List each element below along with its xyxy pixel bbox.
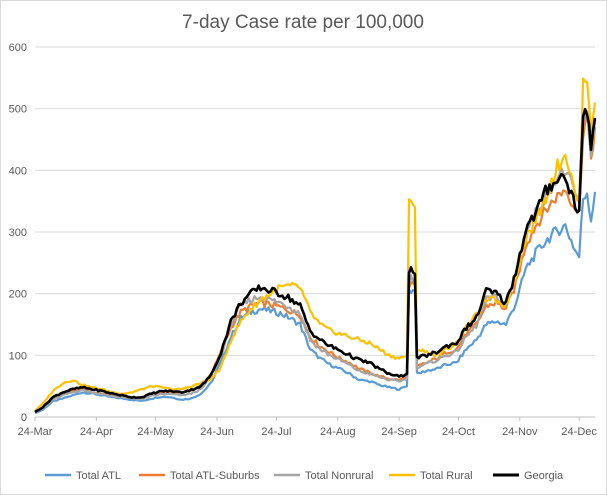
x-tick-label-7: 24-Oct (442, 426, 475, 438)
series-line-3 (34, 77, 597, 412)
x-tick-label-1: 24-Apr (80, 426, 113, 438)
legend-label-0: Total ATL (76, 470, 121, 482)
y-tick-label-0: 0 (21, 412, 27, 424)
legend-label-4: Georgia (524, 470, 564, 482)
series-line-2 (34, 110, 597, 414)
chart-title: 7-day Case rate per 100,000 (182, 12, 424, 33)
series-line-1 (34, 114, 597, 413)
y-axis-ticks: 0 100 200 300 400 500 600 (9, 42, 27, 424)
x-tick-label-3: 24-Jun (200, 426, 234, 438)
series-line-0 (34, 191, 597, 415)
x-tick-label-4: 24-Jul (261, 426, 291, 438)
legend-label-3: Total Rural (420, 470, 473, 482)
y-tick-label-1: 100 (9, 350, 27, 362)
x-tick-label-6: 24-Sep (381, 426, 416, 438)
legend-label-2: Total Nonrural (305, 470, 373, 482)
legend: Total ATL Total ATL-Suburbs Total Nonrural… (45, 470, 564, 482)
x-tick-label-8: 24-Nov (502, 426, 538, 438)
x-tick-label-0: 24-Mar (18, 426, 53, 438)
y-tick-label-4: 400 (9, 165, 27, 177)
y-tick-label-2: 200 (9, 289, 27, 301)
y-tick-label-6: 600 (9, 42, 27, 54)
x-axis-ticks: 24-Mar 24-Apr 24-May 24-Jun 24-Jul 24-Aug 24-S… (18, 417, 597, 438)
x-tick-label-2: 24-May (137, 426, 174, 438)
series-line-4 (34, 107, 597, 414)
gridlines (35, 46, 595, 418)
series-lines (34, 77, 597, 415)
legend-label-1: Total ATL-Suburbs (170, 470, 260, 482)
x-tick-label-9: 24-Dec (561, 426, 597, 438)
x-tick-label-5: 24-Aug (320, 426, 355, 438)
y-tick-label-3: 300 (9, 227, 27, 239)
y-tick-label-5: 500 (9, 104, 27, 116)
